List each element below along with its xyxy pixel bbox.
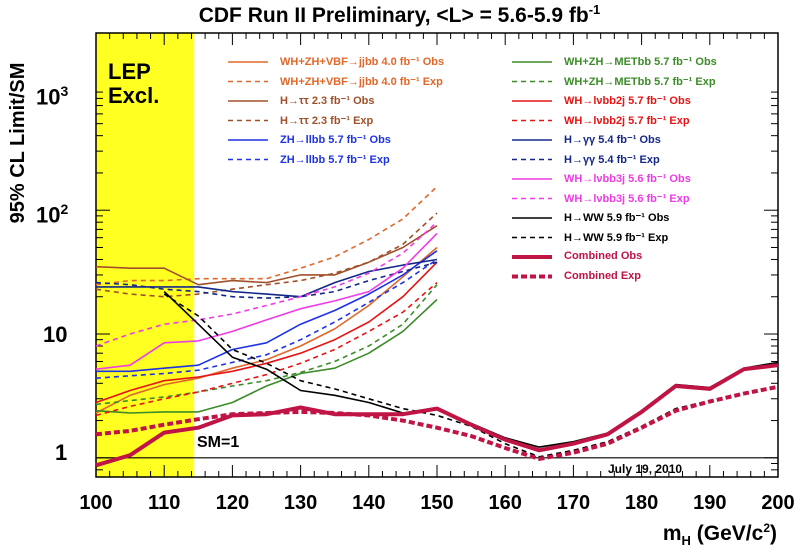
legend-entry-17: Combined Exp bbox=[564, 269, 642, 282]
legend-entry-4: ZH→llbb 5.7 fb⁻¹ Obs bbox=[280, 134, 391, 146]
y-axis-label: 95% CL Limit/SM bbox=[7, 62, 29, 224]
x-tick-label: 200 bbox=[761, 492, 795, 514]
y-tick-100: 102 bbox=[36, 201, 69, 228]
legend-entry-1: WH+ZH+VBF→jjbb 4.0 fb⁻¹ Exp bbox=[280, 75, 443, 88]
series-line-12 bbox=[95, 232, 438, 370]
legend-entry-10: H→γγ 5.4 fb⁻¹ Obs bbox=[564, 134, 661, 146]
lep-excluded-band bbox=[96, 33, 195, 477]
series-line-17 bbox=[95, 384, 779, 461]
y-tick-1000: 103 bbox=[36, 83, 69, 110]
legend-entry-5: ZH→llbb 5.7 fb⁻¹ Exp bbox=[280, 153, 390, 166]
x-tick-label: 140 bbox=[352, 492, 386, 514]
x-tick-label: 150 bbox=[420, 492, 454, 514]
legend-entry-6: WH+ZH→METbb 5.7 fb⁻¹ Obs bbox=[564, 56, 717, 68]
legend-entry-11: H→γγ 5.4 fb⁻¹ Exp bbox=[564, 153, 660, 166]
x-tick-label: 170 bbox=[556, 492, 591, 514]
date-label: July 19, 2010 bbox=[608, 462, 683, 476]
series-line-16 bbox=[95, 363, 779, 468]
series-line-1 bbox=[95, 186, 438, 286]
legend-entry-15: H→WW 5.9 fb⁻¹ Exp bbox=[564, 231, 669, 244]
y-tick-1: 1 bbox=[55, 440, 68, 465]
series-line-3 bbox=[95, 212, 438, 298]
series-line-4 bbox=[96, 250, 438, 373]
legend-entry-8: WH→lνbb2j 5.7 fb⁻¹ Obs bbox=[564, 95, 691, 107]
series-line-8 bbox=[95, 261, 438, 404]
legend-entry-13: WH→lνbb3j 5.6 fb⁻¹ Exp bbox=[564, 192, 690, 205]
x-tick-label: 110 bbox=[148, 492, 181, 514]
x-tick-label: 100 bbox=[79, 492, 113, 514]
series-line-7 bbox=[95, 284, 438, 406]
x-tick-label: 190 bbox=[693, 492, 727, 514]
series-line-2 bbox=[95, 225, 438, 286]
x-tick-label: 130 bbox=[283, 492, 318, 514]
sm-line-label: SM=1 bbox=[197, 434, 240, 451]
series-line-5 bbox=[95, 258, 438, 379]
chart-title: CDF Run II Preliminary, <L> = 5.6-5.9 fb… bbox=[198, 2, 601, 27]
legend-entry-12: WH→lνbb3j 5.6 fb⁻¹ Obs bbox=[564, 173, 691, 185]
legend-entry-2: H→ττ 2.3 fb⁻¹ Obs bbox=[280, 95, 375, 107]
lep-exclusion-label: LEP Excl. bbox=[108, 59, 160, 108]
legend-entry-7: WH+ZH→METbb 5.7 fb⁻¹ Exp bbox=[564, 75, 716, 88]
legend-entry-16: Combined Obs bbox=[564, 250, 643, 262]
series-line-6 bbox=[95, 298, 438, 414]
series-line-9 bbox=[95, 281, 438, 417]
x-tick-label: 120 bbox=[215, 492, 250, 514]
x-tick-label: 160 bbox=[488, 492, 522, 514]
y-tick-10: 10 bbox=[43, 322, 68, 347]
series-line-11 bbox=[95, 261, 438, 299]
legend-entry-14: H→WW 5.9 fb⁻¹ Obs bbox=[564, 212, 670, 224]
x-tick-label: 180 bbox=[624, 492, 659, 514]
legend-entry-9: WH→lνbb2j 5.7 fb⁻¹ Exp bbox=[564, 114, 690, 127]
x-axis-label: mH (GeV/c2) bbox=[662, 521, 777, 549]
legend-entry-3: H→ττ 2.3 fb⁻¹ Exp bbox=[280, 114, 374, 127]
legend-entry-0: WH+ZH+VBF→jjbb 4.0 fb⁻¹ Obs bbox=[280, 56, 445, 68]
series-line-15 bbox=[163, 293, 779, 458]
series-line-13 bbox=[95, 221, 438, 347]
